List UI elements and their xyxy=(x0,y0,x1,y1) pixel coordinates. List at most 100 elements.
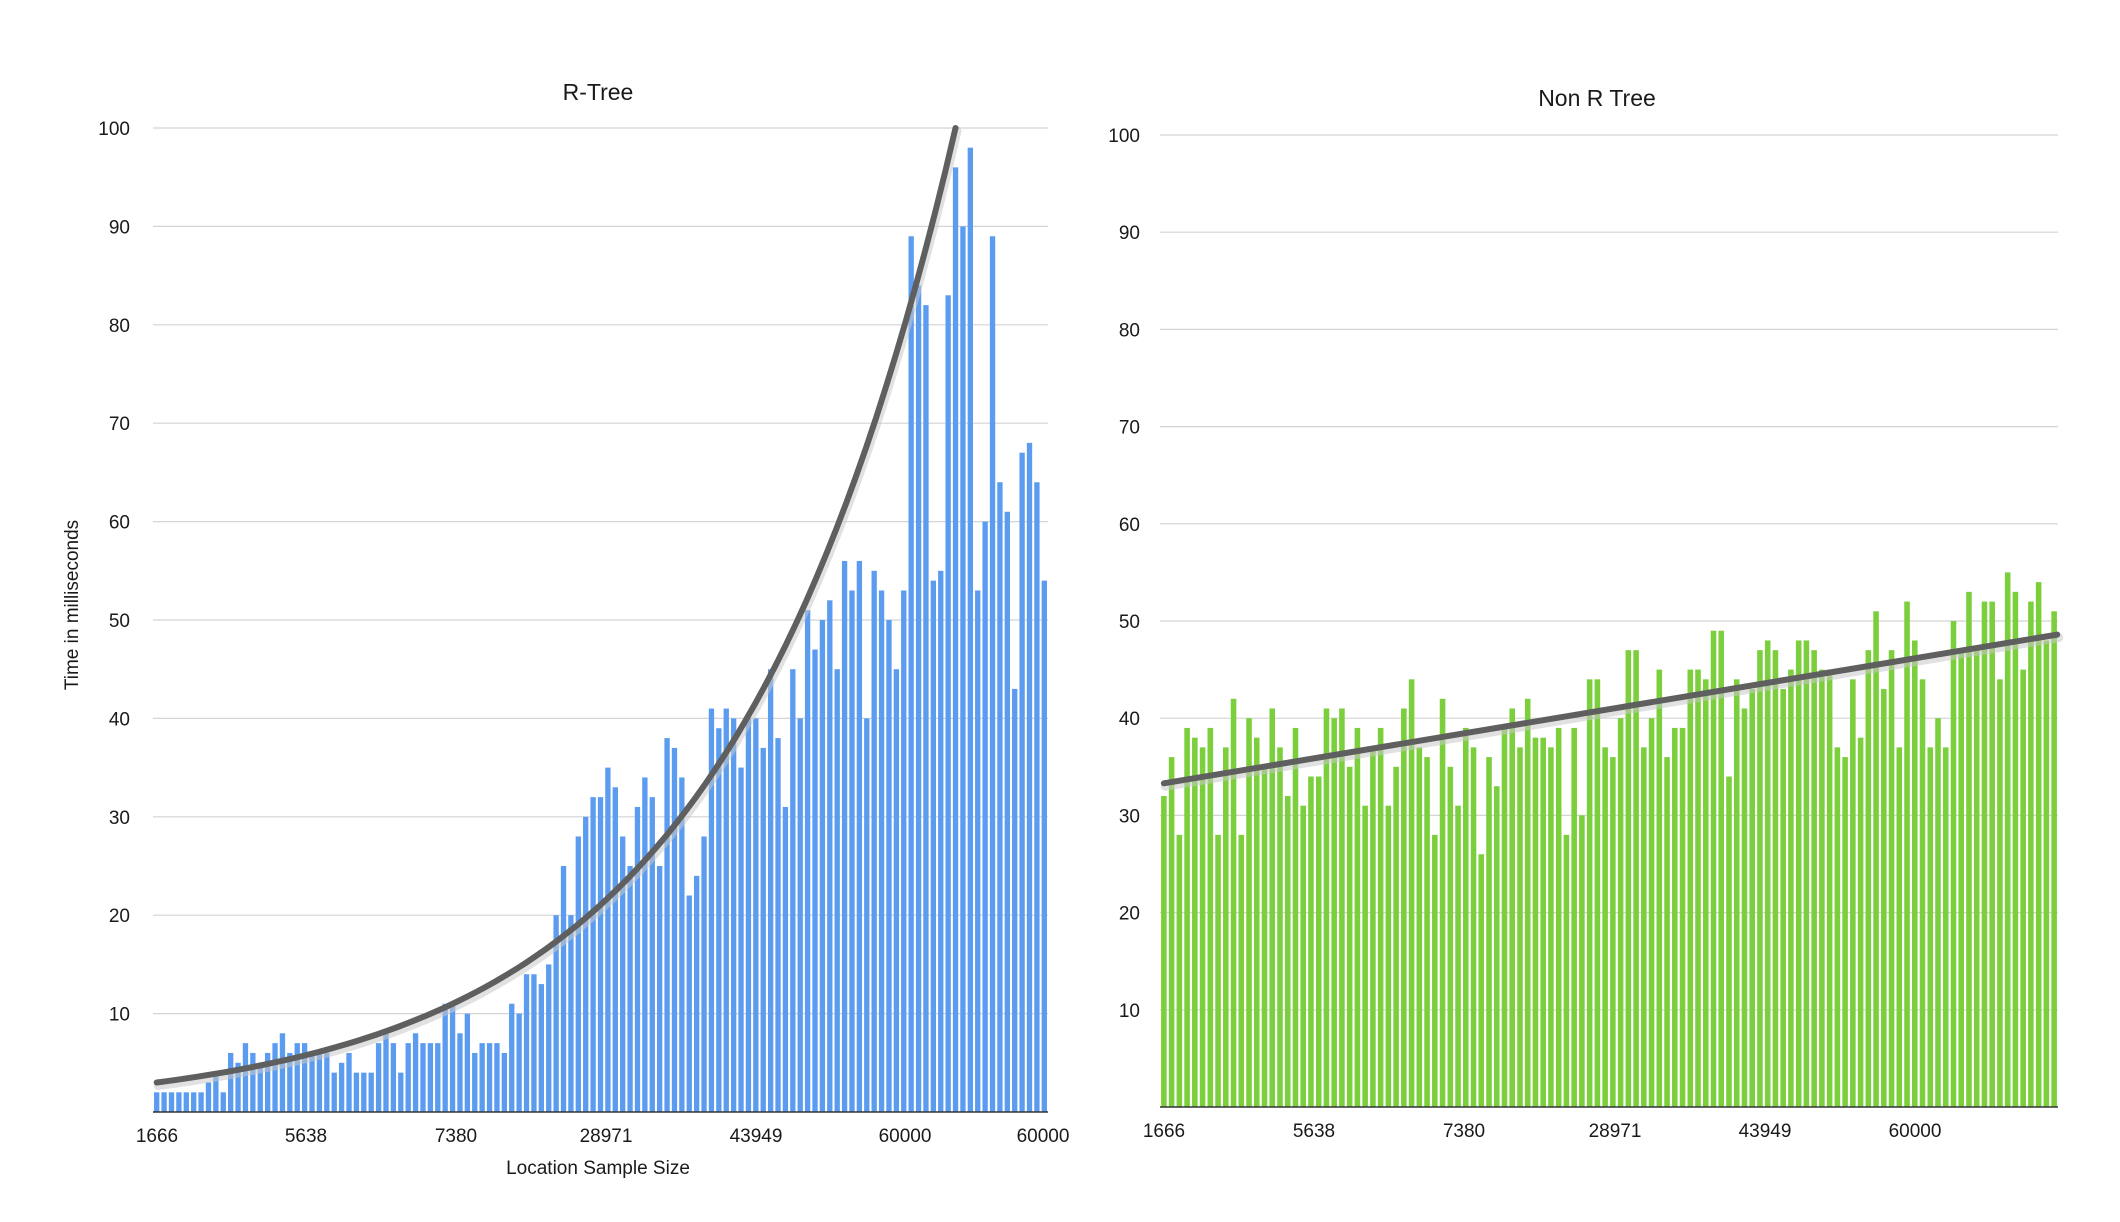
bar xyxy=(361,1072,367,1112)
bar xyxy=(723,708,729,1112)
bar xyxy=(1811,650,1817,1107)
y-tick-label: 50 xyxy=(1119,612,1140,633)
bar xyxy=(242,1043,249,1112)
bar xyxy=(997,482,1003,1112)
bar xyxy=(753,718,759,1112)
bar xyxy=(449,1003,456,1112)
bar xyxy=(398,1072,404,1112)
bar xyxy=(575,836,581,1112)
bar xyxy=(1942,747,1949,1107)
bar xyxy=(1826,669,1833,1107)
bar xyxy=(1803,640,1810,1107)
bar xyxy=(1176,834,1183,1107)
bar xyxy=(760,747,766,1112)
bar xyxy=(1277,747,1283,1107)
bar xyxy=(612,787,618,1112)
bar xyxy=(901,590,907,1112)
chart-title: Non R Tree xyxy=(1538,85,1656,111)
bar xyxy=(405,1043,411,1112)
bar xyxy=(982,521,988,1112)
bar xyxy=(1548,747,1554,1107)
bar xyxy=(2004,572,2011,1107)
bar xyxy=(1966,591,1972,1107)
bar xyxy=(1478,854,1485,1107)
bar xyxy=(2028,601,2034,1107)
bar xyxy=(1687,669,1694,1107)
bar xyxy=(1981,601,1988,1107)
bar xyxy=(1408,679,1415,1107)
bar xyxy=(1315,776,1322,1107)
bar xyxy=(745,718,752,1112)
y-tick-label: 20 xyxy=(109,906,130,927)
bar xyxy=(568,915,574,1112)
bar xyxy=(1911,640,1918,1107)
y-axis-label: Time in milliseconds xyxy=(62,520,83,690)
bar xyxy=(1718,630,1725,1107)
bar xyxy=(1710,630,1717,1107)
bar xyxy=(634,806,641,1112)
bar xyxy=(701,836,707,1112)
bar xyxy=(605,767,611,1112)
y-tick-label: 100 xyxy=(98,119,130,140)
bar xyxy=(1610,757,1616,1107)
y-tick-label: 40 xyxy=(109,709,130,730)
bar xyxy=(1253,737,1260,1107)
bar xyxy=(790,669,796,1112)
bar xyxy=(1733,679,1740,1107)
bar xyxy=(1168,757,1175,1107)
bar xyxy=(1935,718,1941,1107)
bar xyxy=(1034,482,1040,1112)
bar xyxy=(1648,718,1655,1107)
x-tick-label: 43949 xyxy=(1739,1121,1792,1142)
bar xyxy=(923,305,929,1112)
bar xyxy=(1702,679,1709,1107)
bar xyxy=(960,226,966,1112)
bar xyxy=(494,1043,500,1112)
x-tick-label: 7380 xyxy=(1443,1121,1485,1142)
bar xyxy=(819,620,826,1112)
bar xyxy=(509,1003,515,1112)
bar xyxy=(1230,698,1237,1107)
bar xyxy=(1896,747,1903,1107)
bar xyxy=(583,816,589,1112)
y-tick-label: 70 xyxy=(109,414,130,435)
bar xyxy=(1997,679,2003,1107)
bar xyxy=(1656,669,1663,1107)
bar xyxy=(1246,718,1252,1107)
x-tick-label: 60000 xyxy=(1017,1126,1070,1147)
bar xyxy=(368,1072,374,1112)
x-tick-label: 5638 xyxy=(1293,1121,1335,1142)
bar xyxy=(257,1062,263,1112)
y-tick-label: 40 xyxy=(1119,709,1140,730)
bar xyxy=(812,649,818,1112)
bar xyxy=(1462,727,1469,1107)
bar xyxy=(878,590,885,1112)
bar xyxy=(1300,805,1307,1107)
bar xyxy=(1842,757,1848,1107)
bar xyxy=(1501,727,1508,1107)
bar xyxy=(1726,776,1732,1107)
bar xyxy=(1586,679,1593,1107)
bar xyxy=(841,560,848,1112)
bar xyxy=(1377,727,1384,1107)
bar xyxy=(671,747,678,1112)
bar xyxy=(1416,747,1423,1107)
bar xyxy=(353,1072,360,1112)
bar xyxy=(1625,650,1632,1107)
bar xyxy=(501,1052,508,1112)
bar xyxy=(1888,650,1895,1107)
bar xyxy=(205,1082,212,1112)
bar xyxy=(1012,688,1018,1112)
bar xyxy=(657,866,663,1112)
y-tick-label: 80 xyxy=(1119,320,1140,341)
bar xyxy=(1695,669,1701,1107)
bar xyxy=(427,1043,434,1112)
bar xyxy=(1672,727,1678,1107)
bar xyxy=(708,708,715,1112)
trendline xyxy=(1160,631,2061,787)
bar xyxy=(301,1043,308,1112)
bar xyxy=(1026,442,1033,1112)
bar xyxy=(154,1092,160,1112)
bar xyxy=(1571,727,1577,1107)
